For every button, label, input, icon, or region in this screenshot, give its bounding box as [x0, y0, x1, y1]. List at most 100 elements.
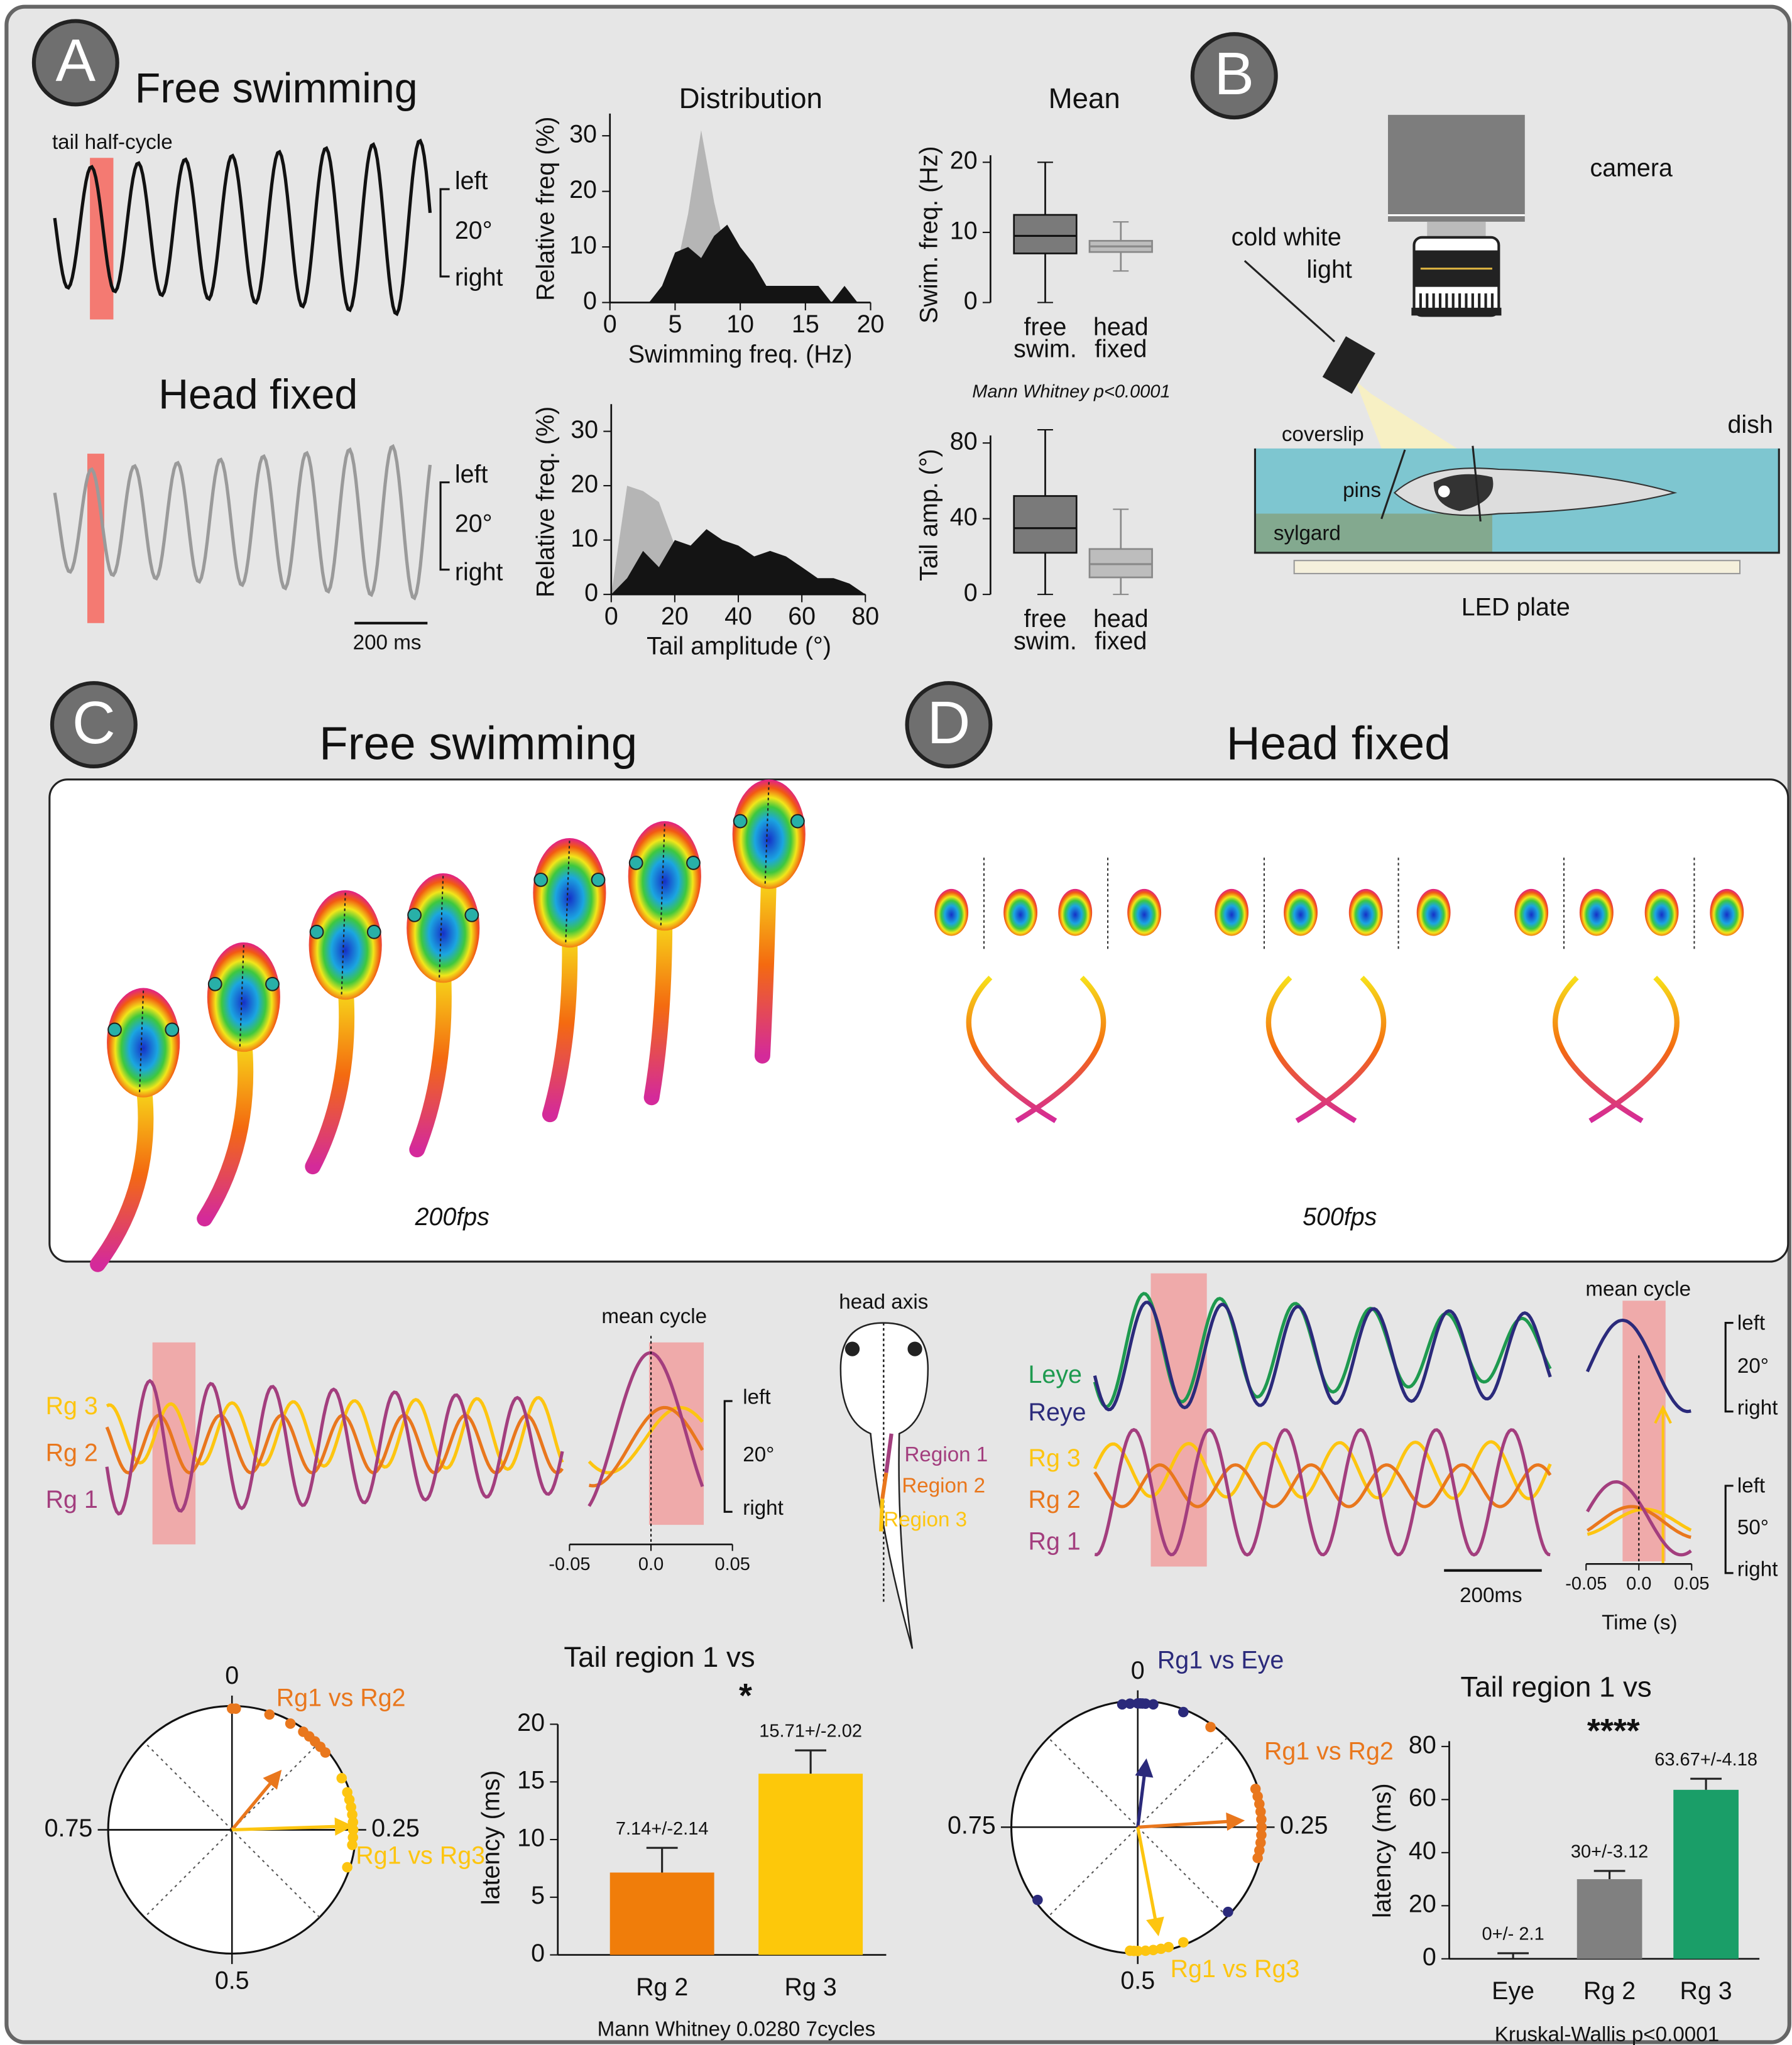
tick-label: 0.25	[371, 1814, 420, 1842]
eye	[265, 976, 280, 991]
eye	[591, 872, 606, 887]
x-tick-label: 0	[604, 603, 618, 630]
y-tick-label: 0	[964, 579, 978, 607]
scale-bracket	[439, 481, 450, 571]
bar	[758, 1774, 863, 1955]
y-axis-label: Tail amp. (°)	[915, 449, 942, 581]
eye-blob	[1348, 888, 1383, 936]
eye-blob	[1058, 888, 1093, 936]
label: head axis	[839, 1290, 928, 1314]
panel-label: A	[55, 28, 96, 94]
phase-point	[1205, 1721, 1216, 1733]
label: tail half-cycle	[52, 131, 173, 154]
series-label: Rg1 vs Rg2	[276, 1684, 406, 1711]
annotation: ****	[1587, 1712, 1640, 1750]
trace	[1585, 1318, 1691, 1414]
x-tick-label: 0.05	[714, 1554, 750, 1574]
head	[628, 821, 701, 931]
tick-label: 0.25	[1280, 1812, 1328, 1840]
label: mean cycle	[1585, 1278, 1691, 1301]
phase-point	[1125, 1945, 1135, 1956]
y-tick-label: 40	[1409, 1837, 1436, 1865]
note: Mann Whitney 0.0280 7cycles	[598, 2018, 876, 2041]
label: 20°	[743, 1443, 774, 1466]
phase-point	[347, 1809, 358, 1820]
eye	[366, 924, 381, 939]
x-tick-label: 5	[668, 310, 682, 338]
phase-point	[320, 1747, 331, 1758]
tail	[542, 924, 578, 1123]
eye-blob	[1127, 888, 1162, 936]
phase-point	[1156, 1943, 1166, 1955]
head	[407, 873, 480, 983]
y-tick-label: 20	[517, 1709, 545, 1737]
y-tick-label: 0	[1423, 1943, 1436, 1971]
y-axis-label: Relative freq. (%)	[532, 406, 560, 597]
phase-point	[1254, 1799, 1265, 1809]
eye-blob	[1710, 888, 1744, 936]
y-tick-label: 10	[950, 217, 978, 244]
x-tick-label: Rg 2	[1583, 1977, 1636, 2005]
eye	[407, 907, 422, 922]
label: 200ms	[1460, 1584, 1522, 1607]
y-tick-label: 15	[517, 1767, 545, 1794]
phase-point	[1223, 1906, 1233, 1917]
error-bar	[1497, 1952, 1529, 1959]
label: left	[1737, 1475, 1765, 1498]
y-tick-label: 10	[571, 525, 598, 552]
chart-title: Tail region 1 vs	[1460, 1671, 1651, 1703]
x-tick-label: head	[1093, 313, 1149, 341]
label: light	[1307, 256, 1352, 283]
chart-title: Tail region 1 vs	[564, 1641, 755, 1673]
tail	[197, 1028, 254, 1227]
phase-point	[264, 1709, 275, 1720]
trace-label: Rg 1	[1029, 1528, 1081, 1556]
y-axis-label: Swim. freq. (Hz)	[915, 146, 942, 324]
mean-vector	[1135, 1758, 1154, 1828]
trace	[1093, 1301, 1552, 1412]
eye-blob	[1644, 888, 1679, 936]
eye	[207, 976, 222, 991]
mean-vector	[1136, 1826, 1164, 1936]
y-tick-label: 20	[950, 147, 978, 175]
phase-point	[342, 1862, 352, 1873]
bar	[1576, 1879, 1642, 1959]
value-label: 0+/- 2.1	[1482, 1924, 1544, 1944]
label: right	[455, 558, 503, 586]
y-tick-label: 5	[531, 1882, 545, 1909]
trace	[53, 444, 432, 601]
tail-curve	[1015, 976, 1106, 1123]
trace	[105, 1414, 564, 1475]
x-tick-label: -0.05	[549, 1554, 590, 1574]
phase-point	[230, 1703, 241, 1714]
eye-blob	[1579, 888, 1614, 936]
trace	[1093, 1463, 1552, 1508]
x-tick-label: free	[1024, 313, 1067, 341]
value-label: 15.71+/-2.02	[759, 1721, 862, 1742]
label: left	[455, 461, 488, 488]
highlight	[1150, 1273, 1207, 1567]
tail-curve	[1553, 976, 1644, 1123]
label: coverslip	[1282, 423, 1364, 446]
x-tick-label: swim.	[1013, 627, 1077, 655]
phase-point	[336, 1773, 347, 1784]
trace	[1587, 1507, 1692, 1536]
label: 20°	[455, 510, 493, 538]
error-bar	[795, 1749, 827, 1774]
highlight	[648, 1342, 704, 1525]
tick-label: 0	[225, 1662, 239, 1689]
x-tick-label: 80	[851, 603, 879, 630]
label: mean cycle	[601, 1305, 707, 1328]
label: left	[455, 167, 488, 195]
head	[207, 942, 280, 1052]
trace-label: Rg 2	[46, 1439, 98, 1466]
x-tick-label: -0.05	[1565, 1574, 1607, 1594]
phase-point	[1256, 1814, 1267, 1825]
y-tick-label: 20	[569, 176, 597, 204]
trace	[1094, 1427, 1551, 1557]
label: Region 2	[902, 1475, 985, 1498]
trace	[105, 1378, 564, 1516]
axis	[341, 893, 346, 998]
tail-curve	[1588, 976, 1680, 1123]
tick-label: 0.5	[1120, 1967, 1155, 1995]
